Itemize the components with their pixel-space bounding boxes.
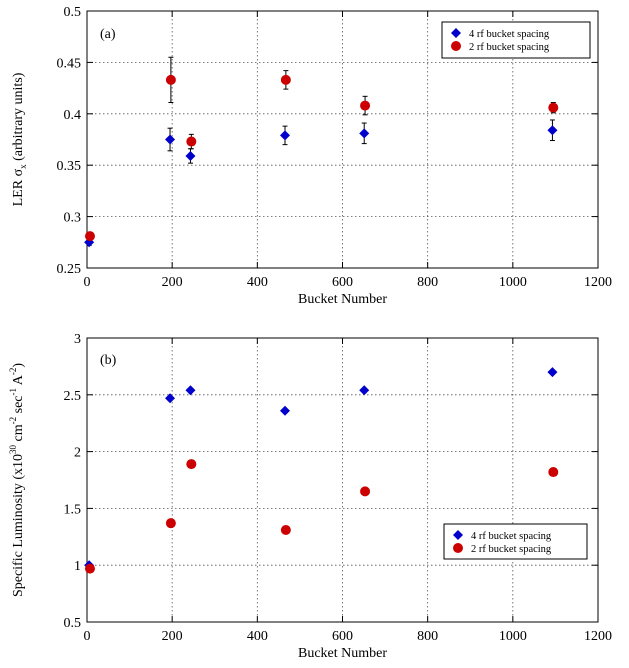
legend-label: 4 rf bucket spacing [469,29,550,40]
data-point [548,467,559,478]
y-tick-label: 2.5 [64,389,82,404]
legend-marker [453,530,463,540]
x-tick-label: 0 [84,629,91,644]
data-point [165,134,176,145]
x-tick-label: 0 [84,275,91,290]
data-point [84,563,95,574]
x-tick-label: 600 [332,275,353,290]
data-point [280,74,291,85]
y-tick-label: 0.45 [57,56,82,71]
series-circle [84,56,559,242]
series-circle [84,459,559,574]
y-tick-label: 1 [74,559,81,574]
y-tick-label: 0.5 [64,616,82,631]
legend: 4 rf bucket spacing 2 rf bucket spacing [441,21,591,59]
legend-marker [451,41,461,51]
data-point [165,393,176,404]
x-tick-label: 200 [162,629,183,644]
panel-label: (a) [100,27,116,42]
data-point [165,518,176,529]
data-point [280,130,291,141]
data-point [280,524,291,535]
data-point [547,367,558,378]
chart-panel-b: 0 200 400 600 800 1000 1200 0.5 1 1.5 2 2.5 3 Bucket … [8,332,612,661]
x-tick-label: 600 [332,629,353,644]
x-tick-label: 800 [417,629,438,644]
data-point [359,128,370,139]
data-point [280,405,291,416]
panel-label: (b) [100,353,117,368]
legend-box [441,21,591,59]
legend-marker [453,543,463,553]
y-tick-label: 3 [74,332,81,347]
data-point [359,385,370,396]
x-tick-label: 400 [247,275,268,290]
y-tick-label: 0.4 [64,108,82,123]
legend-marker [451,28,461,38]
data-point [84,231,95,242]
series-diamond [84,119,558,248]
x-tick-label: 800 [417,275,438,290]
legend: 4 rf bucket spacing 2 rf bucket spacing [443,523,588,560]
x-axis-label: Bucket Number [298,292,387,307]
data-point [360,100,371,111]
legend-box [443,523,588,560]
legend-label: 2 rf bucket spacing [471,544,552,555]
data-point [548,102,559,113]
legend-label: 2 rf bucket spacing [469,42,550,53]
data-point [186,459,197,470]
data-point [185,385,196,396]
y-axis-label: Specific Luminosity (x1030 cm-2 sec-1 A-… [8,363,26,597]
y-tick-label: 0.35 [57,159,82,174]
y-tick-label: 0.5 [64,5,82,20]
x-tick-label: 1200 [584,275,612,290]
y-tick-label: 1.5 [64,502,82,517]
x-axis-label: Bucket Number [298,646,387,661]
legend-label: 4 rf bucket spacing [471,531,552,542]
x-tick-label: 1000 [499,275,527,290]
y-tick-label: 0.3 [64,211,82,226]
data-point [185,150,196,161]
data-point [360,486,371,497]
x-tick-label: 1200 [584,629,612,644]
y-tick-label: 0.25 [57,262,82,277]
chart-panel-a: 0 200 400 600 800 1000 1200 0.25 0.3 0.35 0.4 0.45 0… [11,5,612,307]
x-tick-label: 400 [247,629,268,644]
y-tick-label: 2 [74,446,81,461]
data-point [186,136,197,147]
y-axis-label: LER σx (arbitrary units) [11,72,28,206]
data-point [165,74,176,85]
x-tick-label: 200 [162,275,183,290]
x-tick-label: 1000 [499,629,527,644]
data-point [547,125,558,136]
